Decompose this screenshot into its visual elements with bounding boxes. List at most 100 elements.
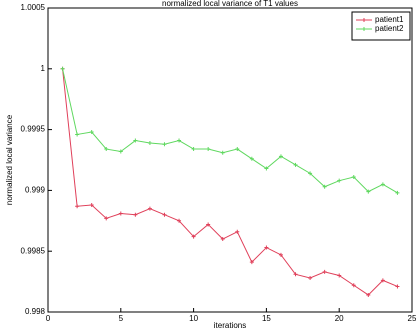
point [380, 278, 385, 283]
y-axis-label: normalized local variance [5, 114, 14, 205]
point-marker [308, 275, 313, 280]
point [89, 130, 94, 135]
point-marker [133, 212, 138, 217]
point [191, 147, 196, 152]
y-tick-label: 1 [41, 64, 46, 73]
x-tick-label: 0 [46, 314, 51, 323]
point [220, 237, 225, 242]
point-marker [351, 175, 356, 180]
point-marker [191, 147, 196, 152]
x-tick-label: 25 [408, 314, 416, 323]
point [351, 283, 356, 288]
point [220, 150, 225, 155]
point [278, 154, 283, 159]
point [60, 66, 65, 71]
x-axis-label: iterations [214, 321, 246, 330]
point [395, 284, 400, 289]
point [293, 162, 298, 167]
point [308, 275, 313, 280]
point-marker [308, 171, 313, 176]
point-marker [75, 132, 80, 137]
point-marker [206, 222, 211, 227]
point-marker [264, 245, 269, 250]
point [147, 206, 152, 211]
point [278, 252, 283, 257]
point-marker [147, 140, 152, 145]
point [104, 216, 109, 221]
legend-box [351, 11, 411, 41]
point-marker [395, 190, 400, 195]
point [366, 292, 371, 297]
point-marker [278, 252, 283, 257]
point [104, 147, 109, 152]
point-marker [322, 269, 327, 274]
point-marker [104, 147, 109, 152]
series-line [62, 68, 398, 296]
point-marker [337, 178, 342, 183]
point [75, 132, 80, 137]
point-marker [89, 202, 94, 207]
point-marker [293, 162, 298, 167]
point-marker [75, 204, 80, 209]
chart-title: normalized local variance of T1 values [162, 0, 298, 8]
point [308, 171, 313, 176]
point-marker [395, 284, 400, 289]
point-marker [162, 142, 167, 147]
point [177, 138, 182, 143]
point [206, 222, 211, 227]
point [380, 182, 385, 187]
point-marker [235, 229, 240, 234]
point [264, 245, 269, 250]
point [75, 204, 80, 209]
x-tick-label: 10 [189, 314, 198, 323]
point [206, 147, 211, 152]
point [177, 218, 182, 223]
point-marker [162, 212, 167, 217]
point-marker [133, 138, 138, 143]
y-tick-label: 1.0005 [21, 3, 46, 12]
series-line [62, 68, 398, 194]
point [351, 175, 356, 180]
point-marker [118, 211, 123, 216]
point [293, 272, 298, 277]
point [322, 184, 327, 189]
point [133, 212, 138, 217]
y-tick-label: 0.999 [25, 186, 46, 195]
point-marker [177, 218, 182, 223]
point-marker [322, 184, 327, 189]
point [191, 234, 196, 239]
point-marker [235, 147, 240, 152]
point [249, 156, 254, 161]
point-marker [366, 189, 371, 194]
point-marker [191, 234, 196, 239]
point-marker [366, 292, 371, 297]
legend-label: patient1 [375, 15, 404, 24]
point [235, 229, 240, 234]
point-marker [249, 156, 254, 161]
point [395, 190, 400, 195]
point-marker [337, 273, 342, 278]
point-marker [249, 260, 254, 265]
point [162, 212, 167, 217]
legend-marker [362, 18, 366, 22]
point-marker [147, 206, 152, 211]
point-marker [380, 278, 385, 283]
point-marker [118, 149, 123, 154]
point [337, 273, 342, 278]
point-marker [264, 166, 269, 171]
point [118, 211, 123, 216]
point [322, 269, 327, 274]
point-marker [89, 130, 94, 135]
point-marker [278, 154, 283, 159]
point [264, 166, 269, 171]
point [235, 147, 240, 152]
y-tick-label: 0.9985 [21, 246, 46, 255]
point [366, 189, 371, 194]
plot-frame [47, 7, 413, 313]
point [118, 149, 123, 154]
x-tick-label: 15 [262, 314, 271, 323]
point-marker [220, 237, 225, 242]
x-tick-label: 5 [119, 314, 124, 323]
point [162, 142, 167, 147]
